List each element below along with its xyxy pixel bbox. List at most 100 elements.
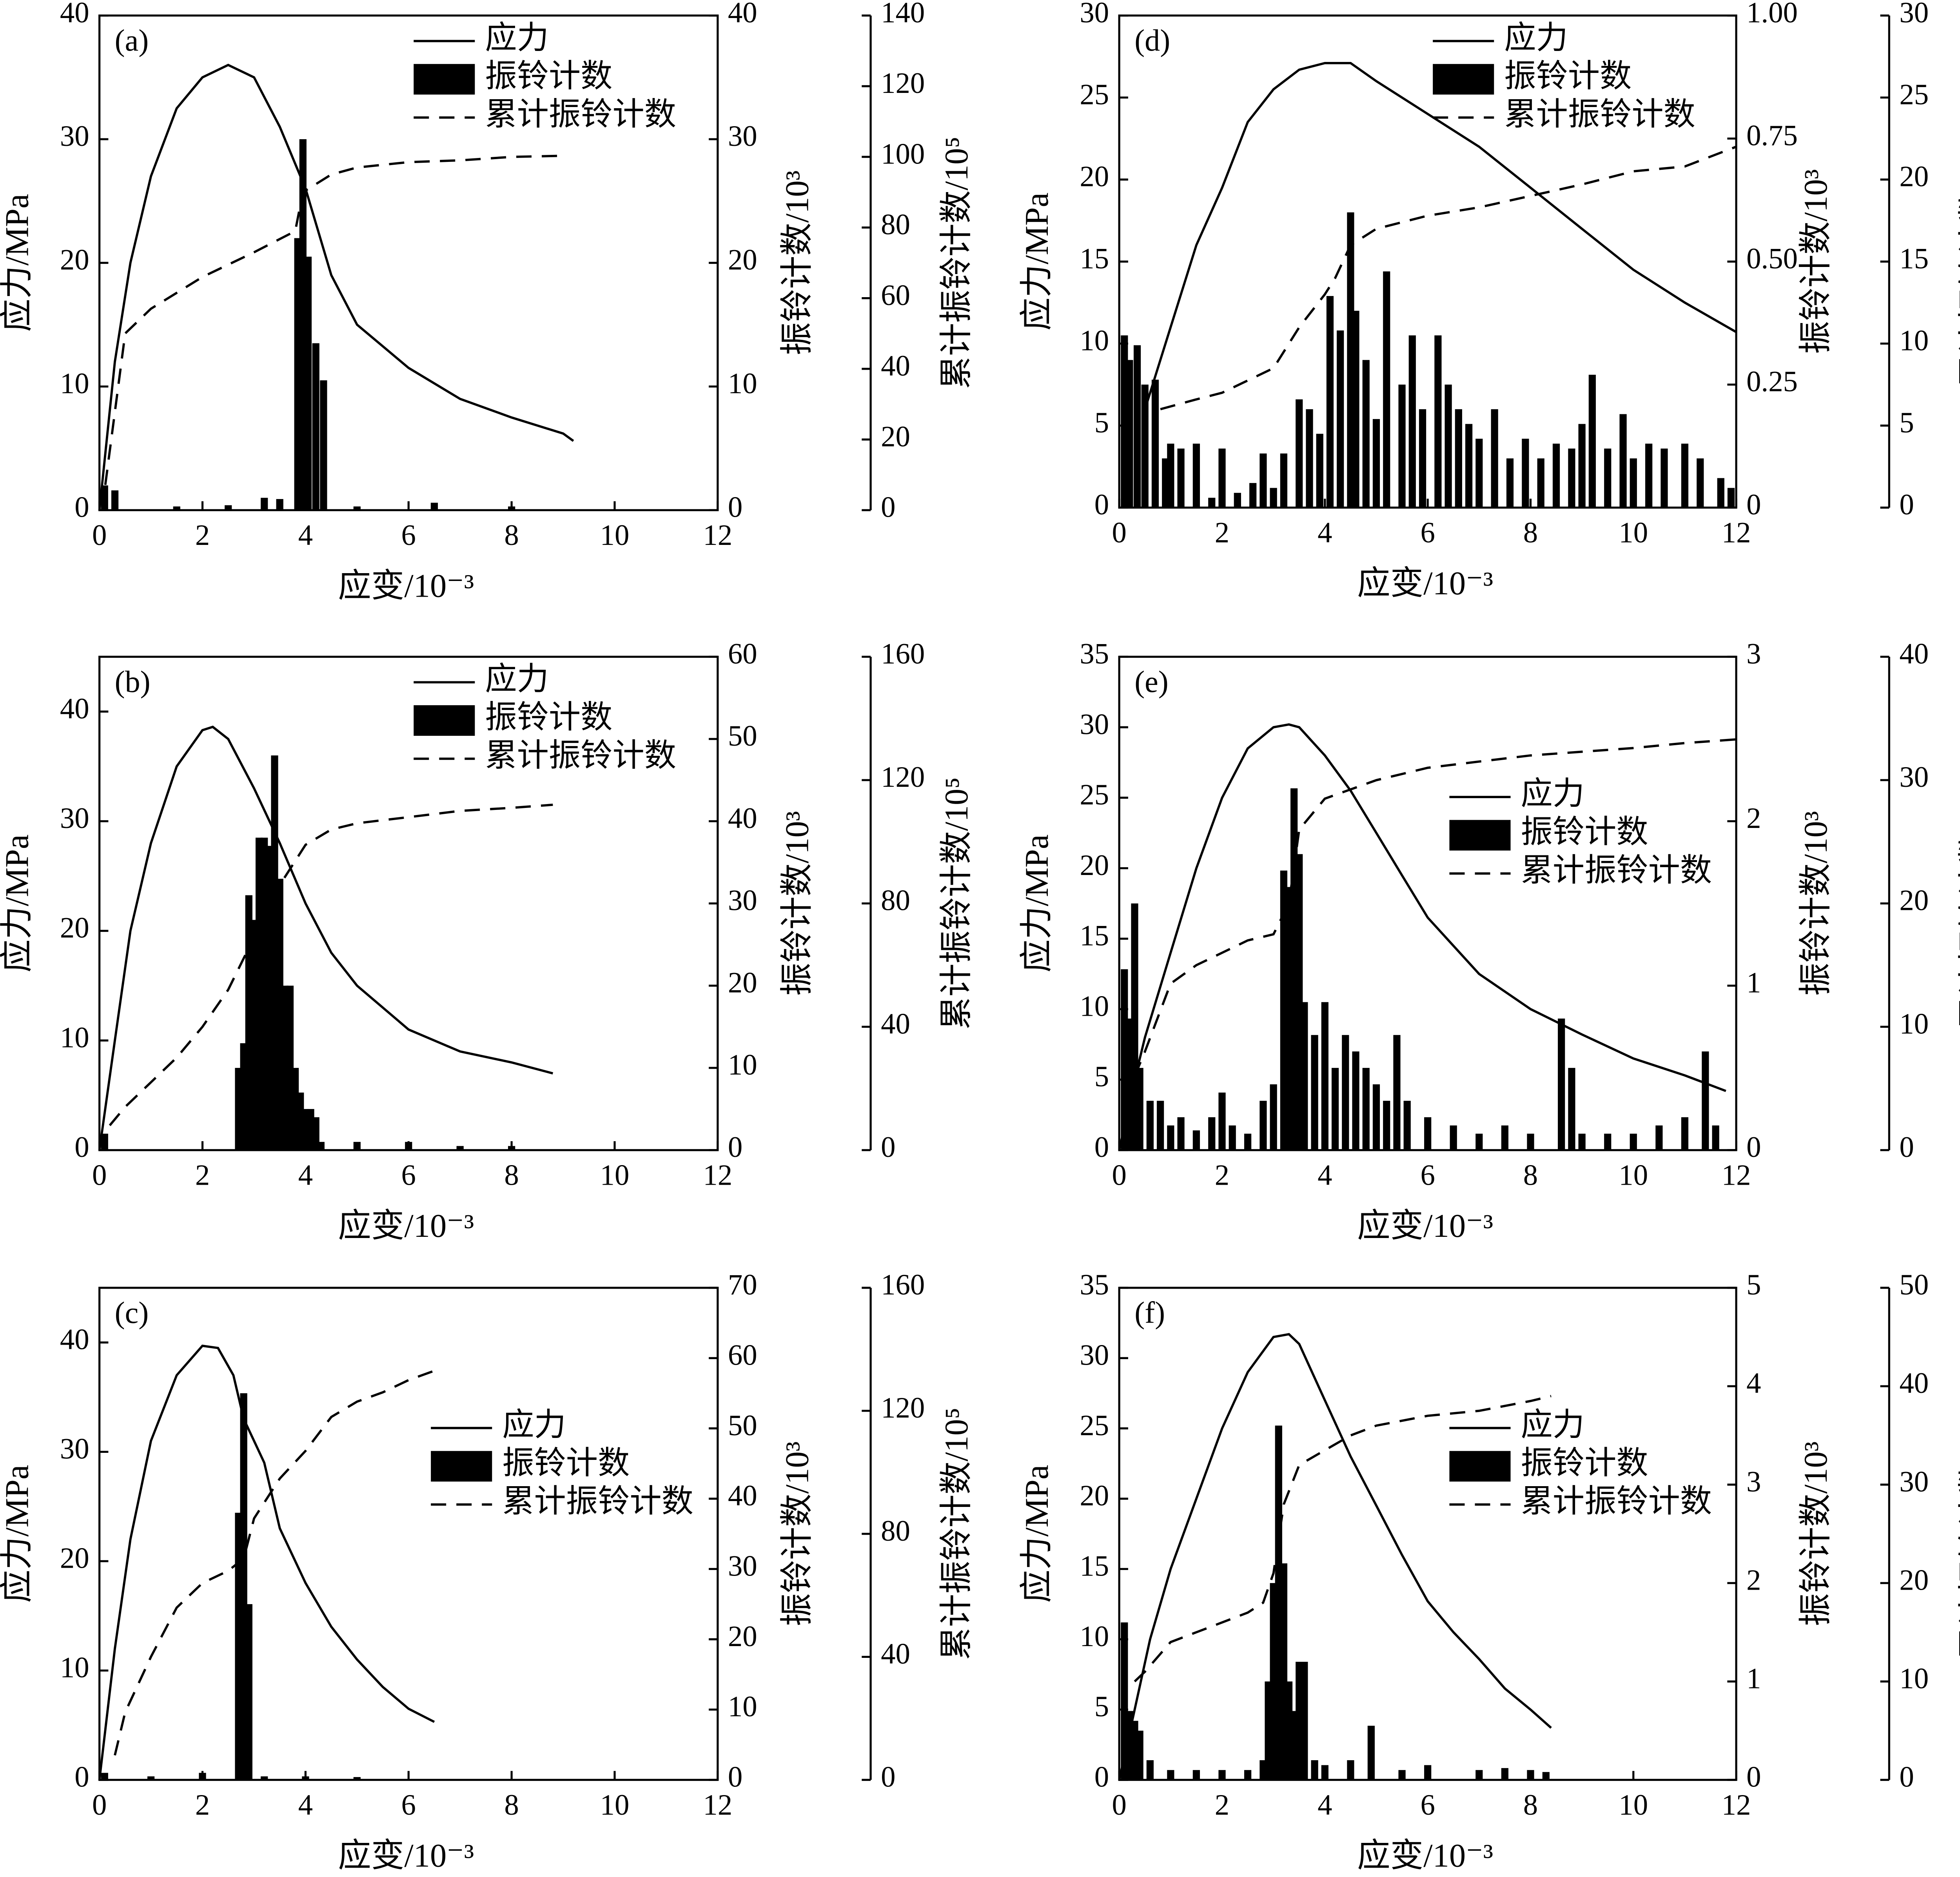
x-axis-label: 应变/10⁻³: [1357, 565, 1493, 602]
x-tick-label: 8: [1523, 517, 1538, 549]
bar: [1403, 1100, 1411, 1150]
y2-tick-label: 0.25: [1746, 365, 1798, 398]
x-tick-label: 4: [298, 1159, 313, 1192]
plot-frame: [1118, 1287, 1737, 1781]
bar: [101, 1773, 108, 1780]
legend-label: 应力: [502, 1407, 566, 1442]
bar: [1445, 385, 1452, 508]
bar: [1578, 1133, 1586, 1150]
x-tick-label: 12: [1722, 1159, 1751, 1192]
y2-tick-label: 20: [728, 244, 757, 276]
bar: [1229, 1125, 1236, 1150]
y2-tick-label: 60: [728, 1339, 757, 1372]
y-tick-label: 20: [1080, 1479, 1109, 1512]
panel-label: (c): [115, 1295, 149, 1329]
bar: [1301, 1662, 1308, 1780]
x-tick-label: 10: [1619, 517, 1648, 549]
x-tick-label: 12: [703, 1159, 732, 1192]
panel-label: (b): [115, 664, 151, 699]
bar: [456, 1146, 464, 1150]
y-tick-label: 5: [1094, 407, 1109, 439]
legend-swatch: [414, 705, 475, 736]
legend-swatch: [431, 1451, 492, 1482]
bar: [199, 1773, 206, 1780]
x-tick-label: 0: [92, 1789, 107, 1821]
y3-axis-label: 累计振铃计数/10⁵: [1957, 777, 1960, 1030]
line: [114, 1369, 435, 1756]
y-tick-label: 0: [1094, 1761, 1109, 1793]
y-axis-label: 应力/MPa: [1019, 834, 1055, 972]
bar: [1537, 458, 1544, 508]
y2-tick-label: 10: [728, 367, 757, 400]
line: [1133, 738, 1737, 1077]
y-tick-label: 10: [60, 1021, 89, 1054]
x-tick-label: 12: [1722, 517, 1751, 549]
bar: [1167, 443, 1174, 508]
y-tick-label: 35: [1080, 637, 1109, 670]
bar: [1167, 1125, 1174, 1150]
x-tick-label: 2: [1215, 517, 1229, 549]
bar: [1475, 1133, 1483, 1150]
bar: [1542, 1772, 1550, 1780]
y3-tick-label: 20: [1899, 160, 1929, 193]
bar: [1501, 1768, 1508, 1780]
bar: [508, 506, 515, 510]
y2-tick-label: 60: [728, 637, 757, 670]
y-tick-label: 15: [1080, 920, 1109, 952]
bar: [1697, 458, 1704, 508]
y-tick-label: 10: [1080, 1620, 1109, 1653]
y3-tick-label: 10: [1899, 1662, 1929, 1695]
bar: [1177, 1117, 1185, 1150]
legend-label: 累计振铃计数: [502, 1484, 693, 1519]
panel: 0 2 4 6 8 10 120102030400102030405060040801201…: [0, 637, 975, 1244]
bar: [1177, 448, 1185, 508]
panel: 0 2 4 6 8 10 12051015202530350123010203040应变/1…: [1019, 637, 1960, 1244]
y2-tick-label: 3: [1746, 637, 1761, 670]
y-tick-label: 30: [1080, 0, 1109, 29]
y-tick-label: 25: [1080, 779, 1109, 811]
y3-tick-label: 0: [1899, 488, 1914, 521]
y-tick-label: 30: [1080, 1339, 1109, 1372]
y3-tick-label: 0: [881, 491, 895, 524]
x-tick-label: 10: [600, 1789, 630, 1821]
y2-tick-label: 50: [728, 1409, 757, 1442]
bar: [1244, 1770, 1252, 1780]
y-tick-label: 5: [1094, 1060, 1109, 1093]
y3-tick-label: 120: [881, 761, 925, 793]
bar: [1146, 1100, 1154, 1150]
legend-label: 累计振铃计数: [1504, 96, 1695, 132]
bar: [1398, 1770, 1406, 1780]
y2-tick-label: 10: [728, 1690, 757, 1723]
y3-tick-label: 50: [1899, 1269, 1929, 1301]
y3-tick-label: 0: [881, 1761, 895, 1793]
y2-tick-label: 40: [728, 0, 757, 29]
bar: [1331, 1068, 1339, 1150]
y-tick-label: 10: [60, 1651, 89, 1684]
bar: [1259, 1100, 1267, 1150]
bar: [1434, 335, 1442, 508]
bar: [1342, 1035, 1349, 1150]
bar: [1234, 493, 1241, 508]
y3-tick-label: 120: [881, 67, 925, 100]
bar: [1712, 1125, 1719, 1150]
legend-label: 累计振铃计数: [485, 738, 676, 773]
x-tick-label: 0: [1112, 517, 1126, 549]
bar: [1491, 409, 1498, 508]
y-tick-label: 30: [60, 120, 89, 152]
x-tick-label: 12: [703, 1789, 732, 1821]
y-tick-label: 15: [1080, 1550, 1109, 1582]
x-axis-label: 应变/10⁻³: [338, 1208, 474, 1244]
bar: [1311, 1035, 1318, 1150]
plot-frame: [1118, 15, 1737, 509]
bar: [1501, 1125, 1508, 1150]
y-tick-label: 25: [1080, 78, 1109, 111]
bar: [1157, 1100, 1164, 1150]
bar: [1630, 458, 1637, 508]
x-tick-label: 6: [401, 1789, 416, 1821]
bar: [1296, 399, 1303, 508]
bar: [508, 1146, 515, 1150]
bar: [1326, 296, 1334, 508]
legend-swatch: [1449, 820, 1511, 851]
legend-label: 振铃计数: [1504, 58, 1632, 94]
y2-tick-label: 70: [728, 1269, 757, 1301]
